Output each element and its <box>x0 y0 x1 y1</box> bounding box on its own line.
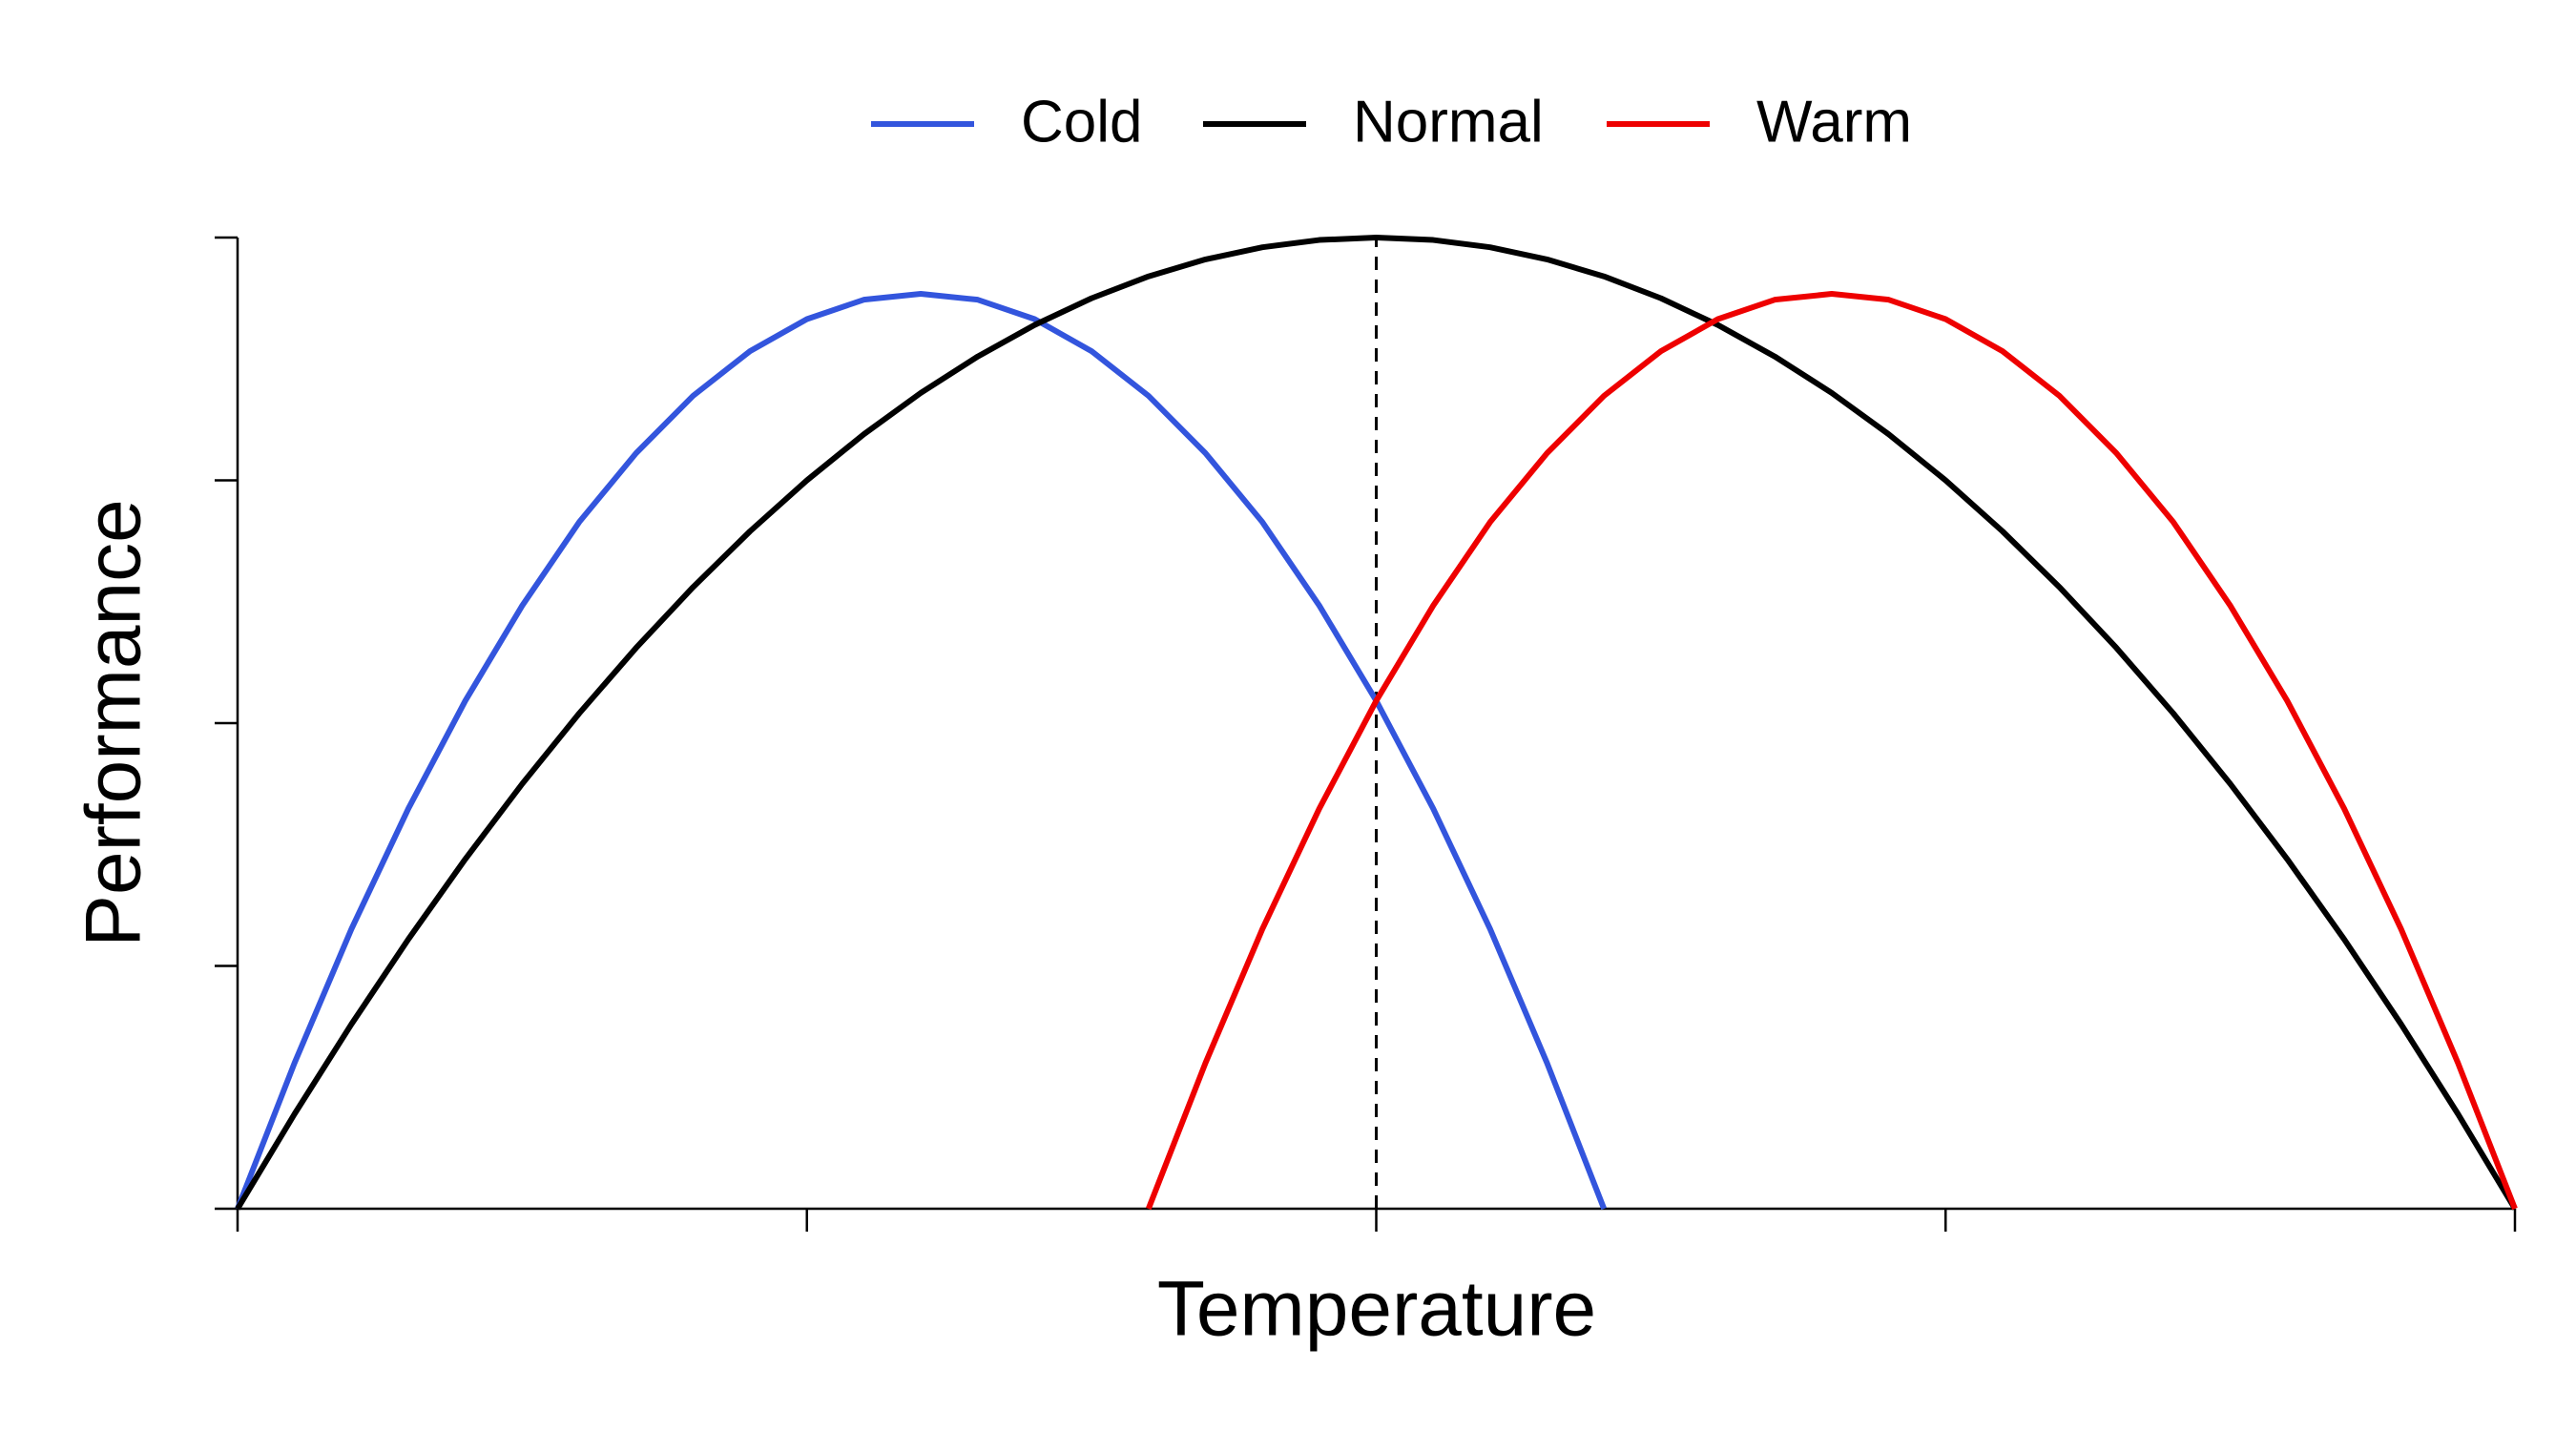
legend-label: Normal <box>1353 89 1544 155</box>
series-line <box>235 291 1607 1211</box>
series-line <box>235 235 2518 1211</box>
y-axis-label: Performance <box>71 499 157 946</box>
x-axis-label: Temperature <box>1157 1266 1596 1353</box>
series-line <box>1146 291 2518 1211</box>
legend-label: Warm <box>1756 89 1912 155</box>
legend-label: Cold <box>1021 89 1143 155</box>
